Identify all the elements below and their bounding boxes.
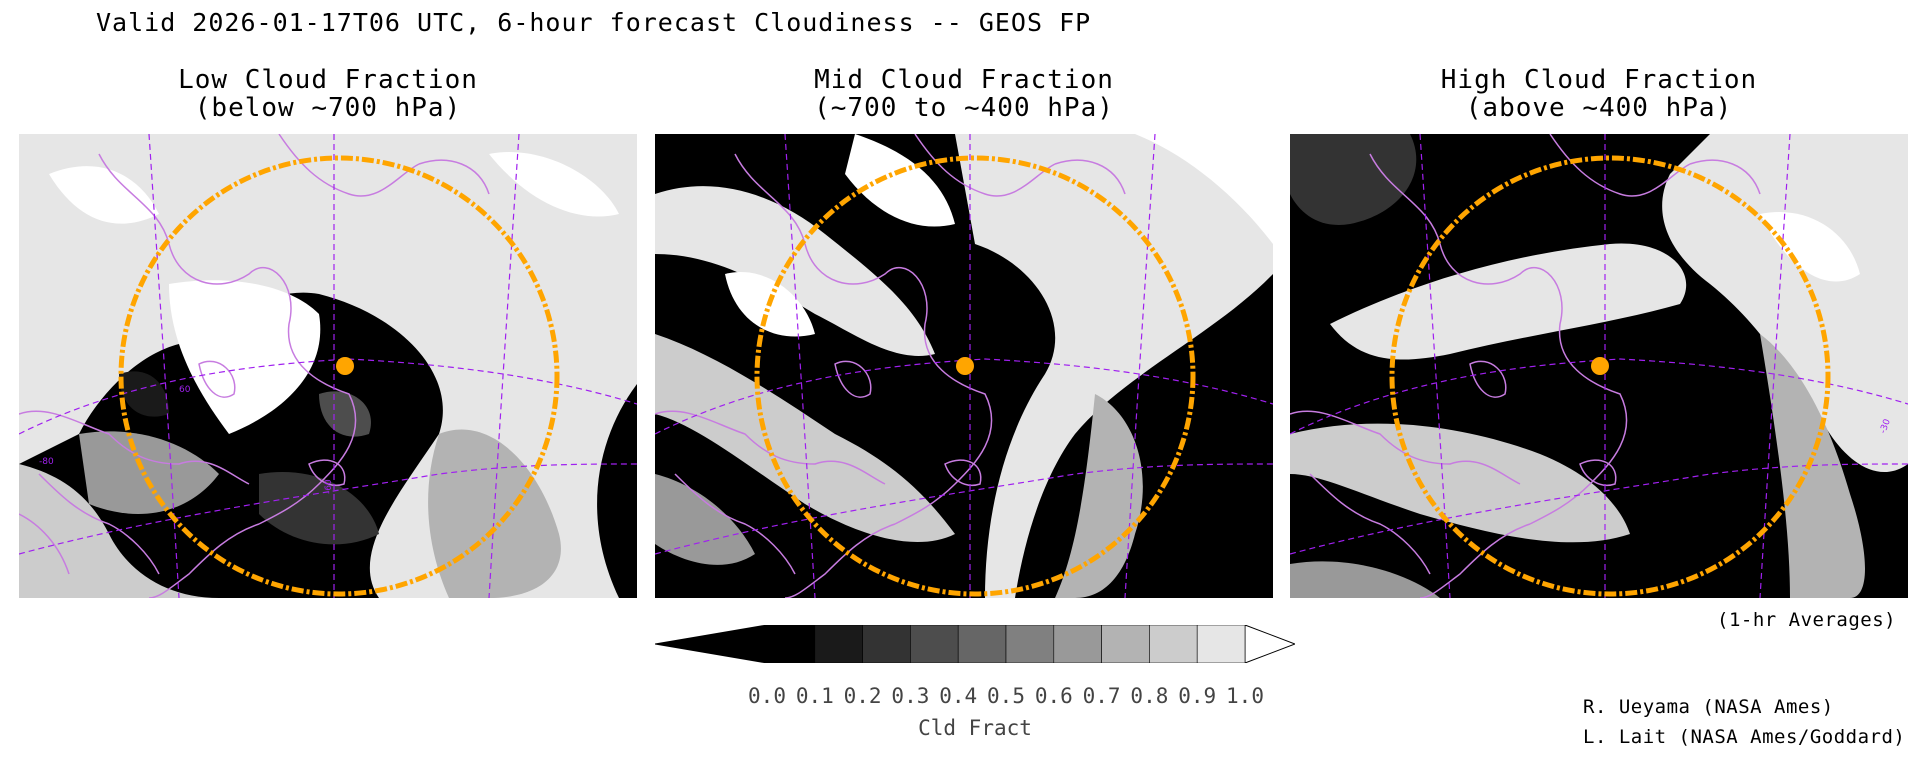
colorbar-tick-label: 1.0 bbox=[1226, 684, 1264, 708]
map-panel-low: 60 -60 -80 bbox=[19, 134, 637, 598]
colorbar-cells bbox=[766, 624, 1246, 664]
range-ring bbox=[1389, 155, 1831, 597]
panel-title-high-line2: (above ~400 hPa) bbox=[1465, 93, 1733, 123]
colorbar-tick-label: 0.8 bbox=[1130, 684, 1169, 708]
colorbar-tick-label: 0.3 bbox=[891, 684, 930, 708]
colorbar-cell bbox=[766, 624, 816, 664]
colorbar-cell bbox=[957, 624, 1007, 664]
panel-title-low: Low Cloud Fraction (below ~700 hPa) bbox=[19, 66, 637, 122]
lat-label-60: 60 bbox=[179, 385, 191, 395]
location-marker bbox=[336, 357, 354, 375]
colorbar-high-arrow bbox=[1244, 624, 1297, 664]
colorbar-tick-label: 0.6 bbox=[1034, 684, 1073, 708]
lon-label-neg80: -80 bbox=[39, 457, 54, 467]
colorbar-cell bbox=[1005, 624, 1055, 664]
colorbar-cell bbox=[814, 624, 863, 664]
map-high-svg: -30 bbox=[1290, 134, 1908, 598]
coastlines-high bbox=[1290, 134, 1761, 598]
colorbar-cell bbox=[1196, 624, 1246, 664]
panel-title-low-line2: (below ~700 hPa) bbox=[194, 93, 462, 123]
lon-label-neg60: -60 bbox=[324, 479, 334, 494]
colorbar-cell bbox=[862, 624, 911, 664]
colorbar-tick-label: 0.2 bbox=[843, 684, 882, 708]
location-marker bbox=[1591, 357, 1609, 375]
averages-note: (1-hr Averages) bbox=[1717, 609, 1897, 631]
colorbar-tick-label: 0.5 bbox=[987, 684, 1025, 708]
panel-title-mid-line2: (~700 to ~400 hPa) bbox=[814, 93, 1114, 123]
colorbar-cell bbox=[1101, 624, 1150, 664]
colorbar-tick-label: 0.1 bbox=[795, 684, 834, 708]
lon-label-neg30: -30 bbox=[1878, 418, 1893, 435]
map-mid-svg bbox=[655, 134, 1273, 598]
range-ring bbox=[118, 155, 560, 597]
colorbar-label: Cld Fract bbox=[918, 716, 1032, 740]
cloud-field-mid bbox=[655, 134, 1273, 598]
panel-title-high-line1: High Cloud Fraction bbox=[1440, 65, 1758, 95]
panel-title-mid: Mid Cloud Fraction (~700 to ~400 hPa) bbox=[655, 66, 1273, 122]
map-low-svg: 60 -60 -80 bbox=[19, 134, 637, 598]
panel-title-high: High Cloud Fraction (above ~400 hPa) bbox=[1290, 66, 1908, 122]
colorbar-low-arrow bbox=[654, 624, 768, 664]
colorbar-cell bbox=[910, 624, 959, 664]
colorbar-cell bbox=[1149, 624, 1198, 664]
colorbar-tick-label: 0.4 bbox=[939, 684, 978, 708]
location-marker bbox=[956, 357, 974, 375]
colorbar-svg bbox=[654, 624, 1297, 664]
figure-title: Valid 2026-01-17T06 UTC, 6-hour forecast… bbox=[96, 8, 1092, 37]
map-panel-high: -30 bbox=[1290, 134, 1908, 598]
credit-line-1: R. Ueyama (NASA Ames) bbox=[1583, 696, 1834, 718]
panel-title-mid-line1: Mid Cloud Fraction bbox=[814, 65, 1114, 95]
range-ring bbox=[754, 155, 1196, 597]
colorbar-tick-label: 0.7 bbox=[1082, 684, 1121, 708]
colorbar-cell bbox=[1053, 624, 1102, 664]
colorbar-tick-label: 0.9 bbox=[1178, 684, 1217, 708]
colorbar bbox=[654, 624, 1297, 664]
colorbar-tick-label: 0.0 bbox=[748, 684, 786, 708]
credit-line-2: L. Lait (NASA Ames/Goddard) bbox=[1583, 726, 1906, 748]
map-panel-mid bbox=[655, 134, 1273, 598]
colorbar-tick-labels: 0.0 0.1 0.2 0.3 0.4 0.5 0.6 0.7 0.8 0.9 1.0 bbox=[0, 684, 1920, 712]
panel-title-low-line1: Low Cloud Fraction bbox=[178, 65, 478, 95]
